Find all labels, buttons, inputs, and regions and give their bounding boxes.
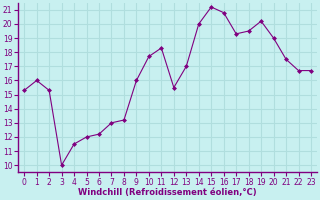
X-axis label: Windchill (Refroidissement éolien,°C): Windchill (Refroidissement éolien,°C) (78, 188, 257, 197)
